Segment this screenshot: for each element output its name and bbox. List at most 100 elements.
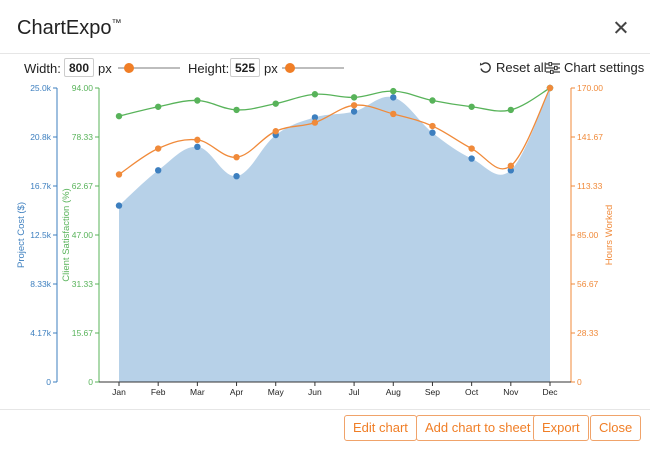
satisfaction-point-jun bbox=[311, 91, 319, 98]
chart-settings-button[interactable]: Chart settings bbox=[546, 60, 644, 75]
close-icon[interactable] bbox=[612, 19, 630, 37]
x-tick-label-may: May bbox=[268, 387, 285, 397]
hours-point-apr bbox=[233, 153, 240, 161]
satisfaction-tick-label: 15.67 bbox=[72, 328, 94, 338]
export-button[interactable]: Export bbox=[533, 415, 589, 441]
hours-tick-label: 0 bbox=[577, 377, 582, 387]
satisfaction-tick-label: 0 bbox=[88, 377, 93, 387]
cost-point-apr bbox=[233, 173, 240, 180]
hours-tick-label: 85.00 bbox=[577, 230, 599, 240]
hours-point-dec bbox=[546, 84, 554, 92]
cost-tick-label: 12.5k bbox=[30, 230, 52, 240]
cost-point-nov bbox=[507, 167, 515, 174]
add-chart-to-sheet-button[interactable]: Add chart to sheet bbox=[416, 415, 540, 441]
cost-point-jun bbox=[311, 114, 319, 121]
satisfaction-point-jan bbox=[115, 112, 123, 120]
height-slider-handle[interactable] bbox=[285, 63, 295, 73]
hours-tick-label: 170.00 bbox=[577, 83, 603, 93]
cost-point-sep bbox=[429, 129, 436, 136]
chart-settings-label: Chart settings bbox=[564, 60, 645, 75]
satisfaction-tick-label: 31.33 bbox=[72, 279, 94, 289]
cost-tick-label: 4.17k bbox=[30, 328, 52, 338]
hours-point-nov bbox=[507, 162, 515, 170]
width-unit: px bbox=[98, 61, 112, 76]
cost-point-feb bbox=[154, 167, 162, 174]
app-title: ChartExpo™ bbox=[17, 17, 122, 40]
hours-point-oct bbox=[468, 145, 475, 152]
hours-point-jul bbox=[350, 102, 358, 109]
cost-tick-label: 0 bbox=[46, 377, 51, 387]
cost-point-mar bbox=[194, 143, 201, 150]
reset-icon bbox=[479, 62, 491, 73]
x-tick-label-nov: Nov bbox=[503, 387, 519, 397]
edit-chart-button[interactable]: Edit chart bbox=[344, 415, 417, 441]
x-tick-label-jun: Jun bbox=[308, 387, 322, 397]
cost-axis-title: Project Cost ($) bbox=[16, 202, 27, 268]
cost-point-aug bbox=[390, 94, 397, 101]
cost-tick-label: 16.7k bbox=[30, 181, 52, 191]
height-input[interactable] bbox=[230, 58, 260, 77]
satisfaction-point-mar bbox=[194, 97, 201, 104]
satisfaction-point-aug bbox=[390, 87, 397, 95]
hours-axis-title: Hours Worked bbox=[604, 205, 615, 266]
satisfaction-tick-label: 62.67 bbox=[72, 181, 94, 191]
width-slider[interactable] bbox=[118, 63, 180, 73]
hours-point-jun bbox=[311, 119, 319, 126]
hours-point-sep bbox=[429, 122, 436, 130]
satisfaction-tick-label: 78.33 bbox=[72, 132, 94, 142]
hours-tick-label: 113.33 bbox=[577, 181, 603, 191]
dialog-titlebar: ChartExpo™ bbox=[0, 0, 650, 54]
sliders-icon bbox=[546, 61, 560, 74]
x-tick-label-apr: Apr bbox=[230, 387, 243, 397]
width-input[interactable] bbox=[64, 58, 94, 77]
hours-point-jan bbox=[115, 171, 123, 178]
cost-point-jan bbox=[115, 202, 123, 209]
reset-all-button[interactable]: Reset all bbox=[479, 60, 547, 75]
reset-all-label: Reset all bbox=[496, 60, 547, 75]
hours-tick-label: 56.67 bbox=[577, 279, 599, 289]
trademark-mark: ™ bbox=[111, 18, 122, 29]
cost-tick-label: 25.0k bbox=[30, 83, 52, 93]
project-cost-area bbox=[119, 88, 550, 382]
width-label: Width: bbox=[24, 61, 61, 76]
x-tick-label-aug: Aug bbox=[386, 387, 401, 397]
combo-chart: 0 4.17k 8.33k 12.5k 16.7k 20.8k 25.0k Project C… bbox=[16, 83, 615, 397]
satisfaction-point-jul bbox=[350, 94, 358, 101]
hours-point-aug bbox=[390, 110, 397, 118]
hours-point-may bbox=[272, 128, 279, 135]
hours-tick-label: 28.33 bbox=[577, 328, 599, 338]
hours-point-mar bbox=[194, 136, 201, 144]
dialog-footer: Edit chart Add chart to sheet Export Clo… bbox=[0, 409, 650, 462]
satisfaction-line bbox=[118, 87, 551, 117]
satisfaction-point-feb bbox=[154, 103, 162, 110]
hours-point-feb bbox=[154, 145, 162, 152]
satisfaction-point-oct bbox=[468, 103, 475, 110]
satisfaction-point-apr bbox=[233, 106, 240, 114]
satisfaction-point-nov bbox=[507, 106, 515, 114]
height-label: Height: bbox=[188, 61, 230, 76]
satisfaction-tick-label: 47.00 bbox=[72, 230, 94, 240]
satisfaction-axis-title: Client Satisfaction (%) bbox=[61, 188, 72, 281]
x-tick-label-oct: Oct bbox=[465, 387, 479, 397]
height-unit: px bbox=[264, 61, 278, 76]
close-button[interactable]: Close bbox=[590, 415, 642, 441]
x-tick-label-mar: Mar bbox=[190, 387, 205, 397]
x-tick-label-sep: Sep bbox=[425, 387, 440, 397]
size-toolbar: Width: px Height: px Reset all Chart set… bbox=[0, 56, 650, 80]
satisfaction-tick-label: 94.00 bbox=[72, 83, 94, 93]
satisfaction-point-may bbox=[272, 100, 279, 107]
cost-tick-label: 20.8k bbox=[30, 132, 52, 142]
x-tick-label-jan: Jan bbox=[112, 387, 126, 397]
height-slider[interactable] bbox=[282, 63, 344, 73]
width-slider-handle[interactable] bbox=[124, 63, 134, 73]
satisfaction-point-sep bbox=[429, 97, 436, 104]
x-tick-label-jul: Jul bbox=[349, 387, 360, 397]
x-tick-label-dec: Dec bbox=[542, 387, 558, 397]
cost-point-oct bbox=[468, 155, 475, 162]
app-title-text: ChartExpo bbox=[17, 17, 112, 39]
chart-area: 0 4.17k 8.33k 12.5k 16.7k 20.8k 25.0k Project C… bbox=[0, 80, 650, 400]
x-tick-label-feb: Feb bbox=[151, 387, 166, 397]
cost-tick-label: 8.33k bbox=[30, 279, 52, 289]
cost-point-jul bbox=[350, 108, 358, 115]
hours-tick-label: 141.67 bbox=[577, 132, 603, 142]
